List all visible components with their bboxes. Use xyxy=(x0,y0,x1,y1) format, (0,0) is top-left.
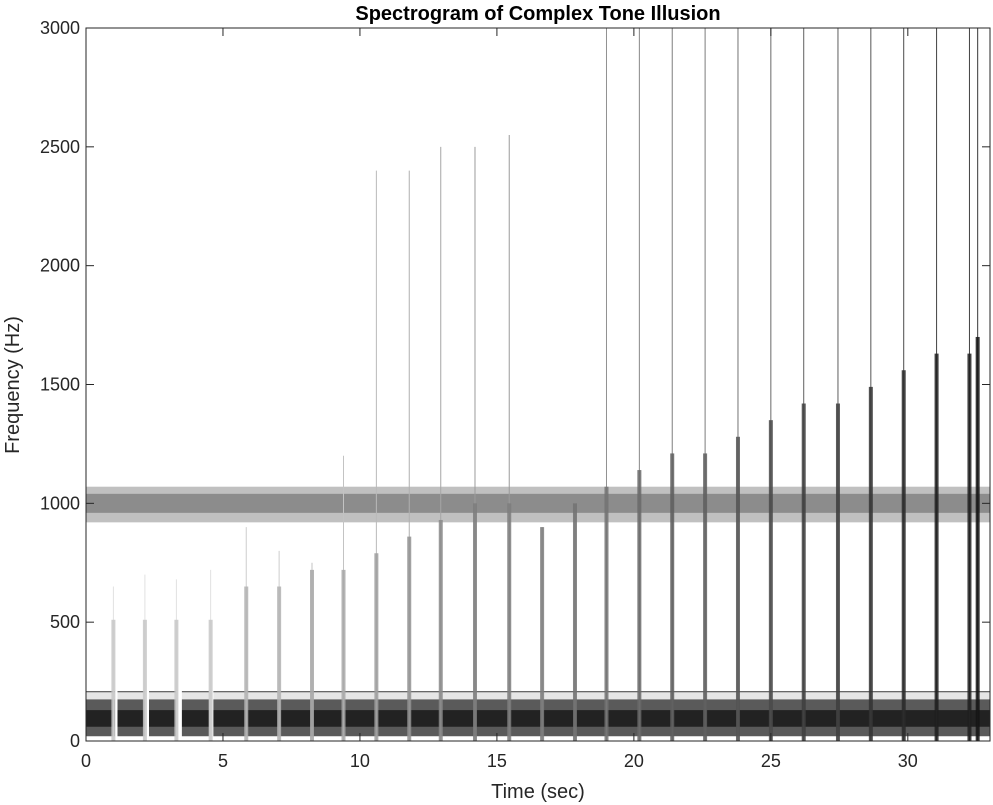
x-tick-label-5: 5 xyxy=(218,751,228,771)
click-16 xyxy=(637,28,642,741)
click-10 xyxy=(438,146,443,741)
x-tick-label-20: 20 xyxy=(624,751,644,771)
x-axis-label: Time (sec) xyxy=(491,781,585,803)
click-12 xyxy=(507,134,512,741)
click-streak-16 xyxy=(637,470,642,741)
click-17 xyxy=(670,28,675,741)
click-14 xyxy=(572,503,577,741)
click-streak-1 xyxy=(142,619,147,741)
click-streak-10 xyxy=(438,519,443,741)
y-tick-label-0: 0 xyxy=(70,731,80,751)
click-7 xyxy=(341,455,346,741)
click-streak-19 xyxy=(735,436,740,741)
click-streak-2 xyxy=(174,619,179,741)
y-tick-label-2500: 2500 xyxy=(40,137,80,157)
click-5 xyxy=(277,550,282,741)
y-tick-label-1500: 1500 xyxy=(40,375,80,395)
click-2 xyxy=(174,579,179,741)
y-tick-label-2000: 2000 xyxy=(40,256,80,276)
click-13 xyxy=(540,527,545,741)
click-streak-6 xyxy=(310,569,314,741)
band-gap-1 xyxy=(144,689,150,741)
click-20 xyxy=(768,28,773,741)
tone-band-rim xyxy=(86,692,990,700)
click-streak-8 xyxy=(374,553,379,741)
y-axis-label: Frequency (Hz) xyxy=(2,316,24,454)
y-tick-label-1000: 1000 xyxy=(40,493,80,513)
click-8 xyxy=(374,170,379,741)
click-27 xyxy=(975,28,980,741)
click-23 xyxy=(868,28,873,741)
band-gap-2 xyxy=(176,689,182,741)
click-6 xyxy=(310,562,314,741)
x-tick-label-10: 10 xyxy=(350,751,370,771)
click-streak-23 xyxy=(868,386,873,741)
click-streak-25 xyxy=(934,353,939,741)
click-streak-7 xyxy=(341,569,346,741)
click-streak-22 xyxy=(835,403,840,741)
x-tick-label-25: 25 xyxy=(761,751,781,771)
click-3 xyxy=(208,569,213,741)
click-streak-4 xyxy=(244,586,249,741)
click-11 xyxy=(472,146,477,741)
click-streak-27 xyxy=(975,336,980,741)
click-19 xyxy=(735,28,740,741)
click-streak-26 xyxy=(967,353,972,741)
x-tick-label-15: 15 xyxy=(487,751,507,771)
x-tick-label-0: 0 xyxy=(81,751,91,771)
tone-band-core-0 xyxy=(86,493,990,513)
y-axis: 0 500 1000 1500 2000 2500 3000 xyxy=(40,18,990,751)
click-streak-24 xyxy=(901,370,906,741)
click-streak-5 xyxy=(277,586,282,741)
click-streak-15 xyxy=(604,486,609,741)
click-26 xyxy=(967,28,972,741)
click-streak-9 xyxy=(407,536,412,741)
click-streak-14 xyxy=(572,503,577,741)
click-9 xyxy=(407,170,412,741)
click-15 xyxy=(604,28,609,741)
click-streak-11 xyxy=(472,503,477,741)
chart-title: Spectrogram of Complex Tone Illusion xyxy=(355,3,720,25)
plot-background xyxy=(86,28,990,741)
click-18 xyxy=(703,28,708,741)
click-streak-20 xyxy=(768,420,773,741)
click-22 xyxy=(835,28,840,741)
click-25 xyxy=(934,28,939,741)
x-axis: 0 5 10 15 20 25 30 xyxy=(81,28,918,771)
click-21 xyxy=(801,28,806,741)
click-0 xyxy=(111,586,116,741)
click-streak-3 xyxy=(208,619,213,741)
click-streak-17 xyxy=(670,453,675,741)
click-4 xyxy=(244,527,249,741)
click-streak-13 xyxy=(540,527,545,741)
y-tick-label-3000: 3000 xyxy=(40,18,80,38)
x-tick-label-30: 30 xyxy=(898,751,918,771)
y-tick-label-500: 500 xyxy=(50,612,80,632)
click-streak-18 xyxy=(703,453,708,741)
plot-area xyxy=(85,27,991,742)
click-1 xyxy=(142,574,147,741)
click-streak-12 xyxy=(507,503,512,741)
band-gap-0 xyxy=(114,689,118,741)
click-24 xyxy=(901,28,906,741)
tone-band-core-1 xyxy=(86,710,990,727)
click-streak-0 xyxy=(111,619,116,741)
click-streak-21 xyxy=(801,403,806,741)
